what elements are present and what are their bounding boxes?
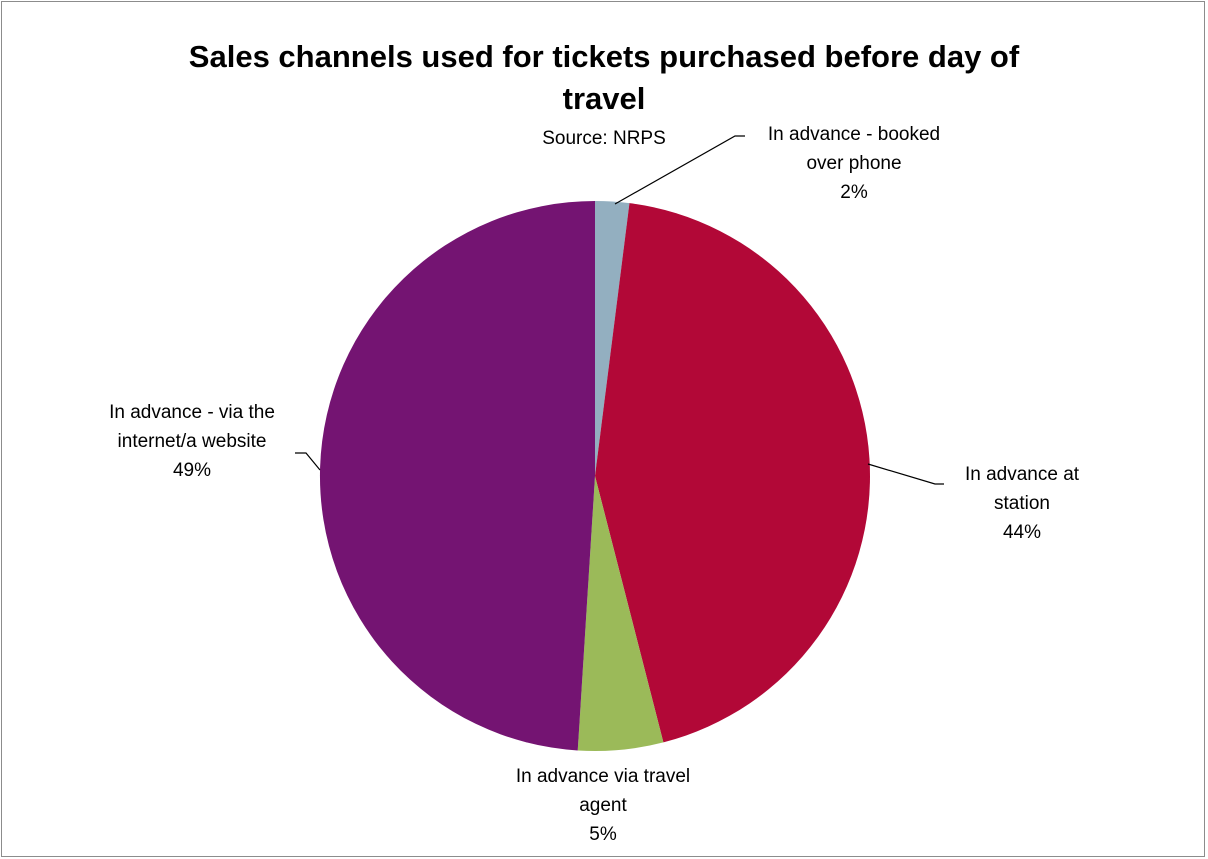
data-label-percent: 2% xyxy=(840,182,868,203)
data-label-line: In advance - via the xyxy=(109,402,275,423)
data-label-internet: In advance - via the internet/a website … xyxy=(60,398,324,485)
data-label-line: agent xyxy=(579,795,627,816)
leader-line xyxy=(867,463,944,485)
data-label-line: internet/a website xyxy=(117,431,267,452)
pie-slice-station xyxy=(595,203,870,743)
data-label-line: station xyxy=(994,493,1050,514)
data-label-phone: In advance - booked over phone 2% xyxy=(724,120,984,207)
chart-title: Sales channels used for tickets purchase… xyxy=(188,39,1020,116)
data-label-line: over phone xyxy=(806,153,902,174)
pie-slice-internet xyxy=(319,201,595,751)
pie-slice-travel-agent xyxy=(577,476,664,752)
chart-subtitle: Source: NRPS xyxy=(542,128,666,149)
data-label-line: In advance - booked xyxy=(767,124,941,145)
data-label-percent: 5% xyxy=(589,824,617,845)
pie-slice-phone xyxy=(595,201,630,476)
data-label-station: In advance at station 44% xyxy=(922,460,1122,547)
data-label-line: In advance at xyxy=(964,464,1080,485)
data-label-line: In advance via travel xyxy=(515,766,691,787)
leader-line xyxy=(614,135,745,205)
leader-line xyxy=(295,452,321,471)
data-label-travel-agent: In advance via travel agent 5% xyxy=(483,762,723,849)
data-label-percent: 44% xyxy=(1002,522,1042,543)
data-label-percent: 49% xyxy=(172,460,212,481)
